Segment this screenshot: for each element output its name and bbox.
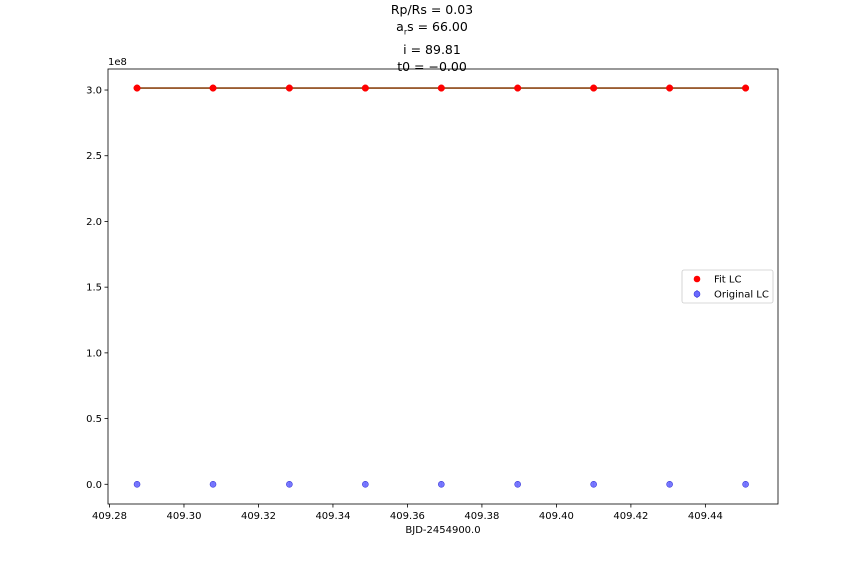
x-tick-label: 409.44 [688, 511, 723, 522]
fit-lc-point [437, 84, 445, 92]
x-tick-label: 409.36 [390, 511, 425, 522]
title-line-inclination: i = 89.81 [403, 41, 461, 57]
x-tick-label: 409.34 [315, 511, 350, 522]
title-line-rp-rs: Rp/Rs = 0.03 [390, 2, 474, 17]
original-lc-point [133, 480, 141, 488]
x-axis-title: BJD-2454900.0 [405, 525, 480, 536]
original-lc-point [438, 480, 445, 488]
y-tick-label: 2.5 [86, 151, 102, 162]
original-lc-point [742, 480, 749, 488]
fit-lc-point [742, 84, 750, 92]
x-tick-label: 409.30 [166, 511, 201, 522]
original-lc-point [666, 480, 673, 488]
x-tick-label: 409.32 [241, 511, 276, 522]
original-lc-point [590, 480, 597, 488]
title-line-a-rs: ars = 66.00 [396, 19, 468, 37]
x-tick-label: 409.28 [92, 511, 127, 522]
y-tick-label: 0.0 [86, 480, 102, 491]
y-tick-label: 0.5 [86, 414, 102, 425]
x-tick-label: 409.42 [613, 511, 648, 522]
plot-area [133, 84, 750, 488]
fit-lc-point [666, 84, 674, 92]
legend-marker-fit-lc [693, 275, 701, 283]
fit-lc-point [361, 84, 369, 92]
plot-frame [107, 68, 779, 505]
y-tick-label: 3.0 [86, 86, 102, 97]
y-offset-label: 1e8 [108, 57, 127, 68]
legend-label-original-lc: Original LC [714, 290, 769, 301]
original-lc-point [209, 480, 217, 488]
chart-title: Rp/Rs = 0.03 ars = 66.00 i = 89.81 t0 = … [0, 1, 864, 75]
axes: 409.28 409.30 409.32 409.34 409.36 409.38 409.… [86, 57, 779, 536]
legend-label-fit-lc: Fit LC [714, 275, 741, 286]
fit-lc-point [133, 84, 141, 92]
y-tick-label: 1.0 [86, 348, 102, 359]
original-lc-point [362, 480, 369, 488]
original-lc-point [286, 480, 293, 488]
fit-lc-point [285, 84, 293, 92]
y-tick-label: 1.5 [86, 283, 102, 294]
title-line-t0: t0 = −0.00 [397, 59, 467, 75]
fit-lc-point [590, 84, 598, 92]
legend-marker-original-lc [693, 290, 701, 298]
fit-lc-point [514, 84, 522, 92]
legend-box [681, 269, 774, 304]
x-tick-label: 409.40 [539, 511, 574, 522]
x-tick-label: 409.38 [464, 511, 499, 522]
y-tick-label: 2.0 [86, 217, 102, 228]
original-lc-point [514, 480, 521, 488]
legend: Fit LC Original LC [681, 269, 774, 304]
fit-lc-point [209, 84, 217, 92]
